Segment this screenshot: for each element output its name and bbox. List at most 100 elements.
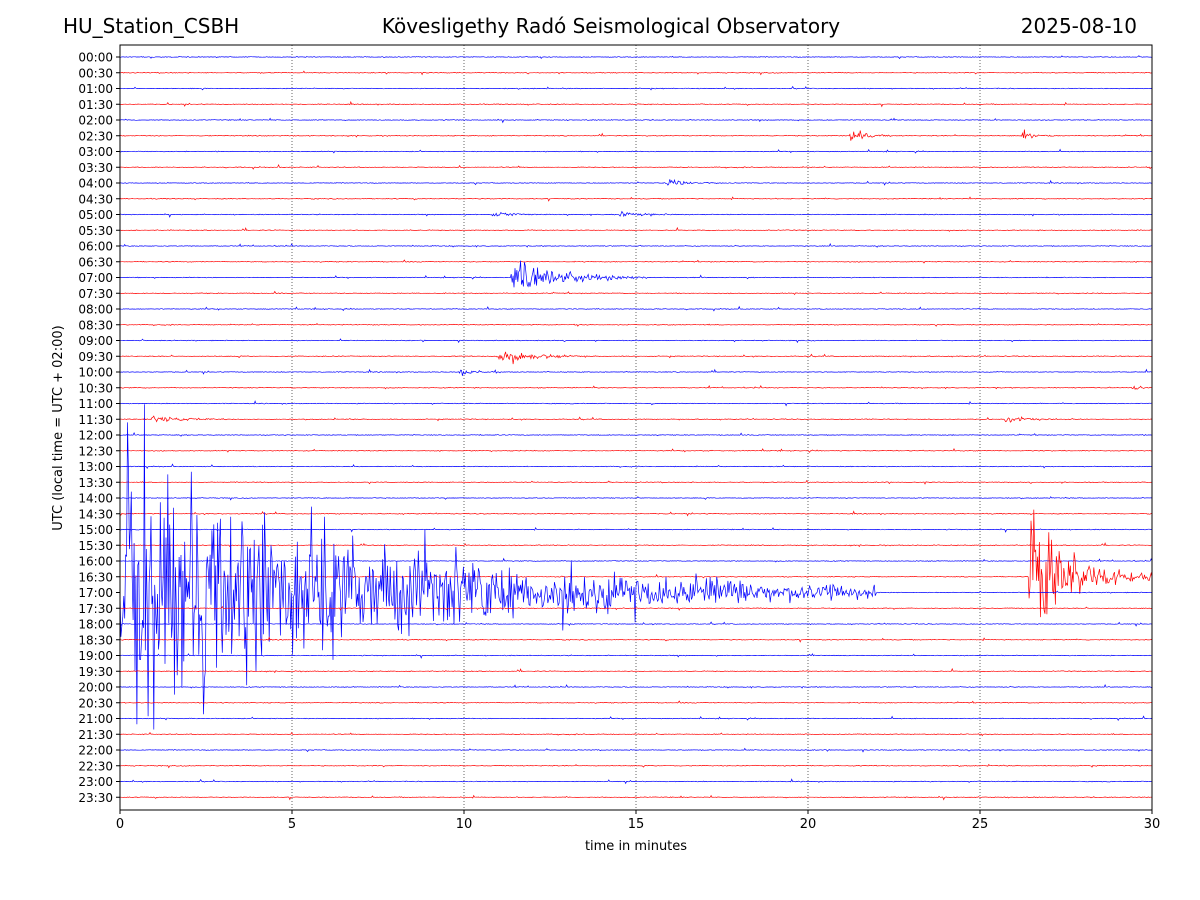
y-tick-label: 08:00 [78,303,113,317]
x-tick-label: 15 [628,817,645,832]
y-tick-label: 15:00 [78,523,113,537]
y-tick-label: 18:00 [78,618,113,632]
x-tick-label: 25 [972,817,989,832]
x-tick-label: 30 [1144,817,1161,832]
trace-1830 [120,636,1152,643]
y-tick-label: 01:00 [78,82,113,96]
trace-1700 [120,404,1152,730]
trace-2300 [120,778,1152,785]
trace-0930 [120,351,1152,365]
trace-1200 [120,432,1152,437]
trace-2000 [120,684,1152,689]
y-tick-label: 20:30 [78,696,113,710]
trace-2230 [120,763,1152,769]
trace-1600 [120,557,1152,563]
y-tick-label: 04:00 [78,177,113,191]
y-tick-label: 09:00 [78,334,113,348]
trace-1800 [120,621,1152,627]
trace-0400 [120,178,1152,186]
y-tick-label: 12:00 [78,429,113,443]
x-tick-label: 10 [456,817,473,832]
x-tick-label: 20 [800,817,817,832]
trace-0700 [120,260,1152,288]
trace-1330 [120,480,1152,485]
trace-0030 [120,70,1152,76]
y-tick-label: 04:30 [78,192,113,206]
y-tick-label: 00:30 [78,66,113,80]
trace-0830 [120,322,1152,327]
y-tick-label: 20:00 [78,681,113,695]
y-tick-label: 01:30 [78,98,113,112]
x-ticks: 0 5 10 15 20 25 30 [116,810,1160,832]
trace-0600 [120,243,1152,248]
trace-0100 [120,85,1152,91]
y-tick-label: 21:30 [78,728,113,742]
x-axis-label: time in minutes [585,839,687,854]
trace-2030 [120,700,1152,704]
trace-0900 [120,338,1152,344]
trace-1630 [120,509,1152,618]
trace-1530 [120,542,1152,548]
y-tick-label: 09:30 [78,350,113,364]
y-tick-label: 19:30 [78,665,113,679]
trace-0130 [120,100,1152,108]
y-tick-label: 21:00 [78,712,113,726]
trace-1430 [120,510,1152,517]
y-tick-label: 17:30 [78,602,113,616]
trace-1130 [120,415,1152,423]
y-tick-label: 07:00 [78,271,113,285]
y-tick-label: 23:30 [78,791,113,805]
y-tick-label: 06:30 [78,255,113,269]
trace-1400 [120,496,1152,501]
y-tick-label: 03:30 [78,161,113,175]
y-tick-label: 18:30 [78,633,113,647]
trace-2130 [120,731,1152,737]
y-tick-label: 16:00 [78,555,113,569]
y-tick-label: 22:00 [78,744,113,758]
y-tick-label: 13:00 [78,460,113,474]
y-tick-label: 07:30 [78,287,113,301]
station-name: HU_Station_CSBH [63,14,240,38]
x-tick-label: 0 [116,817,124,832]
trace-0330 [120,164,1152,170]
trace-0000 [120,55,1152,60]
y-tick-label: 05:30 [78,224,113,238]
x-tick-label: 5 [288,817,296,832]
y-tick-label: 15:30 [78,539,113,553]
x-gridlines [291,45,981,810]
trace-0200 [120,117,1152,124]
trace-1300 [120,463,1152,470]
trace-1030 [120,385,1152,390]
y-tick-label: 02:00 [78,114,113,128]
trace-2200 [120,747,1152,753]
y-tick-label: 10:30 [78,381,113,395]
trace-1100 [120,400,1152,407]
chart-title: Kövesligethy Radó Seismological Observat… [381,14,841,38]
y-axis-label: UTC (local time = UTC + 02:00) [51,325,66,530]
y-tick-label: 05:00 [78,208,113,222]
trace-0500 [120,210,1152,218]
y-tick-label: 03:00 [78,145,113,159]
trace-0730 [120,290,1152,296]
y-tick-label: 02:30 [78,129,113,143]
y-tick-label: 14:30 [78,507,113,521]
trace-1930 [120,667,1152,674]
y-tick-label: 17:00 [78,586,113,600]
trace-1000 [120,368,1152,376]
y-tick-label: 14:00 [78,492,113,506]
trace-group [120,55,1152,801]
trace-0800 [120,305,1152,312]
y-tick-label: 08:30 [78,318,113,332]
trace-1230 [120,447,1152,453]
trace-0530 [120,226,1152,232]
trace-0230 [120,129,1152,141]
y-tick-label: 11:30 [78,413,113,427]
y-tick-label: 10:00 [78,366,113,380]
chart-date: 2025-08-10 [1020,14,1137,38]
trace-0300 [120,148,1152,154]
trace-1900 [120,653,1152,659]
trace-2100 [120,715,1152,722]
y-tick-label: 12:30 [78,444,113,458]
